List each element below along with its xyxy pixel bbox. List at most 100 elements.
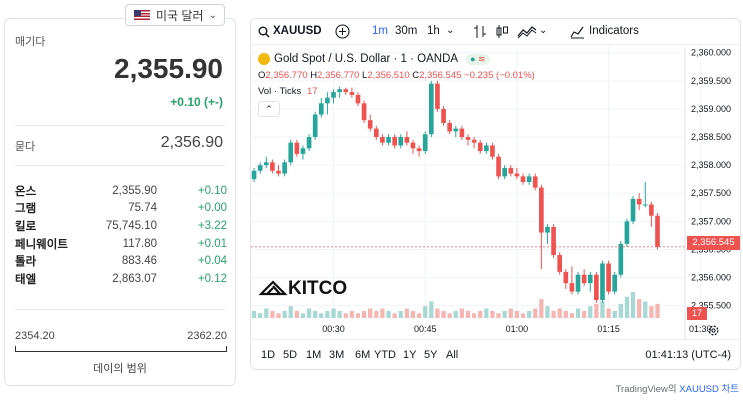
price-axis[interactable]: 2,355.5002,356.0002,356.5002,357.0002,35… xyxy=(684,46,731,340)
ohlc-close: 2,356.545 xyxy=(419,70,462,81)
unit-change: +3.22 xyxy=(197,219,227,232)
range-button-6m[interactable]: 6M xyxy=(355,349,371,361)
divider xyxy=(15,165,225,166)
volume-bar xyxy=(630,292,636,318)
unit-row: 킬로 75,745.10 +3.22 xyxy=(15,217,227,235)
candle-body xyxy=(453,128,459,132)
volume-bar xyxy=(288,306,293,318)
time-tick: 00:45 xyxy=(414,324,437,334)
unit-change: +0.12 xyxy=(197,272,227,285)
candle-body xyxy=(380,137,385,143)
volume-bar xyxy=(386,310,391,318)
candle-body xyxy=(337,89,342,93)
range-bar xyxy=(15,346,227,352)
interval-30m[interactable]: 30m xyxy=(395,25,418,37)
watermark-text: KITCO xyxy=(288,278,347,299)
clock[interactable]: 01:41:13 (UTC-4) xyxy=(645,349,731,361)
search-icon[interactable] xyxy=(258,26,270,38)
attribution: TradingView의 XAUUSD 차트 xyxy=(616,381,739,395)
chevron-down-icon[interactable]: ⌄ xyxy=(539,25,548,36)
candle-body xyxy=(618,243,624,275)
price-tick: 2,355.500 xyxy=(691,301,731,311)
candle-body xyxy=(361,103,367,121)
volume-bar xyxy=(404,308,410,318)
add-symbol-icon[interactable] xyxy=(335,24,350,39)
candle-body xyxy=(392,137,397,146)
candle-body xyxy=(508,167,514,174)
time-tick: 00:30 xyxy=(322,324,345,334)
volume-bar xyxy=(490,310,495,318)
price-chart[interactable]: 2,355.5002,356.0002,356.5002,357.0002,35… xyxy=(251,46,741,340)
settings-gear-icon[interactable] xyxy=(707,324,720,337)
range-button-5y[interactable]: 5Y xyxy=(424,349,438,361)
chart-toolbar: XAUUSD 1m 30m 1h ⌄ ⌄ Indicators xyxy=(251,19,740,45)
chevron-down-icon[interactable]: ⌄ xyxy=(446,25,455,36)
range-button-5d[interactable]: 5D xyxy=(283,349,298,361)
range-button-ytd[interactable]: YTD xyxy=(374,349,396,361)
candle-body xyxy=(367,120,373,129)
bid-price: 2,355.90 xyxy=(114,53,223,84)
unit-name: 킬로 xyxy=(15,220,37,233)
candle-body xyxy=(294,142,300,154)
interval-1m[interactable]: 1m xyxy=(372,25,388,37)
bar-style-icon[interactable] xyxy=(473,24,487,39)
candle-body xyxy=(386,137,391,143)
range-button-1y[interactable]: 1Y xyxy=(403,349,417,361)
unit-price: 2,863.07 xyxy=(112,272,157,285)
volume-bar xyxy=(423,306,428,318)
candle-body xyxy=(471,139,477,143)
candle-body xyxy=(539,187,544,233)
volume-bar xyxy=(520,313,526,318)
volume-bar xyxy=(276,313,281,318)
volume-bar xyxy=(637,299,642,318)
volume-bar xyxy=(251,310,257,318)
volume-bar xyxy=(502,310,507,318)
time-tick: 01:30 xyxy=(689,324,712,334)
volume-bar xyxy=(331,308,336,318)
candle-body xyxy=(416,148,422,152)
currency-select[interactable]: 미국 달러 ⌄ xyxy=(125,4,225,26)
volume-bar xyxy=(258,313,263,318)
volume-bar xyxy=(447,313,452,318)
chart-widget: XAUUSD 1m 30m 1h ⌄ ⌄ Indicators 2,355.50… xyxy=(250,18,741,370)
unit-table: 온스 2,355.90 +0.10 그램 75.74 +0.00 킬로 75,745… xyxy=(15,182,227,288)
candle-body xyxy=(325,97,330,104)
candle-body xyxy=(435,83,440,109)
candle-body xyxy=(251,170,257,180)
volume-bar xyxy=(368,308,373,318)
symbol-button[interactable]: XAUUSD xyxy=(273,25,322,37)
volume-bar xyxy=(471,313,477,318)
range-low: 2354.20 xyxy=(15,330,55,342)
range-high: 2362.20 xyxy=(187,330,227,342)
market-status-icon[interactable]: ● ≋ xyxy=(466,53,490,65)
range-button-all[interactable]: All xyxy=(446,349,459,361)
unit-change: +0.04 xyxy=(197,255,227,268)
candle-style-icon[interactable] xyxy=(495,24,509,39)
volume-bar xyxy=(545,306,550,318)
unit-price: 75,745.10 xyxy=(105,219,157,232)
interval-1h[interactable]: 1h xyxy=(427,25,440,37)
volume-bar xyxy=(355,313,361,318)
volume-bar xyxy=(563,310,568,318)
range-button-3m[interactable]: 3M xyxy=(329,349,345,361)
volume-bar xyxy=(594,303,599,318)
volume-bar xyxy=(618,303,623,318)
unit-change: +0.01 xyxy=(197,237,227,250)
unit-name: 톨라 xyxy=(15,256,37,269)
collapse-legend-button[interactable]: ⌃ xyxy=(258,101,280,117)
gridlines xyxy=(251,46,701,318)
area-style-icon[interactable] xyxy=(517,24,537,39)
candle-body xyxy=(581,274,587,284)
range-button-1d[interactable]: 1D xyxy=(261,349,276,361)
chart-legend: Gold Spot / U.S. Dollar · 1 · OANDA ● ≋ xyxy=(258,53,490,65)
candle-body xyxy=(373,128,379,138)
range-button-1m[interactable]: 1M xyxy=(306,349,322,361)
volume-bar xyxy=(416,313,422,318)
candle-body xyxy=(312,114,318,138)
candle-body xyxy=(532,176,538,188)
indicators-button[interactable]: Indicators xyxy=(589,25,639,37)
attribution-link[interactable]: XAUUSD 차트 xyxy=(679,384,739,395)
indicators-icon[interactable] xyxy=(570,24,585,39)
candle-body xyxy=(270,162,275,171)
